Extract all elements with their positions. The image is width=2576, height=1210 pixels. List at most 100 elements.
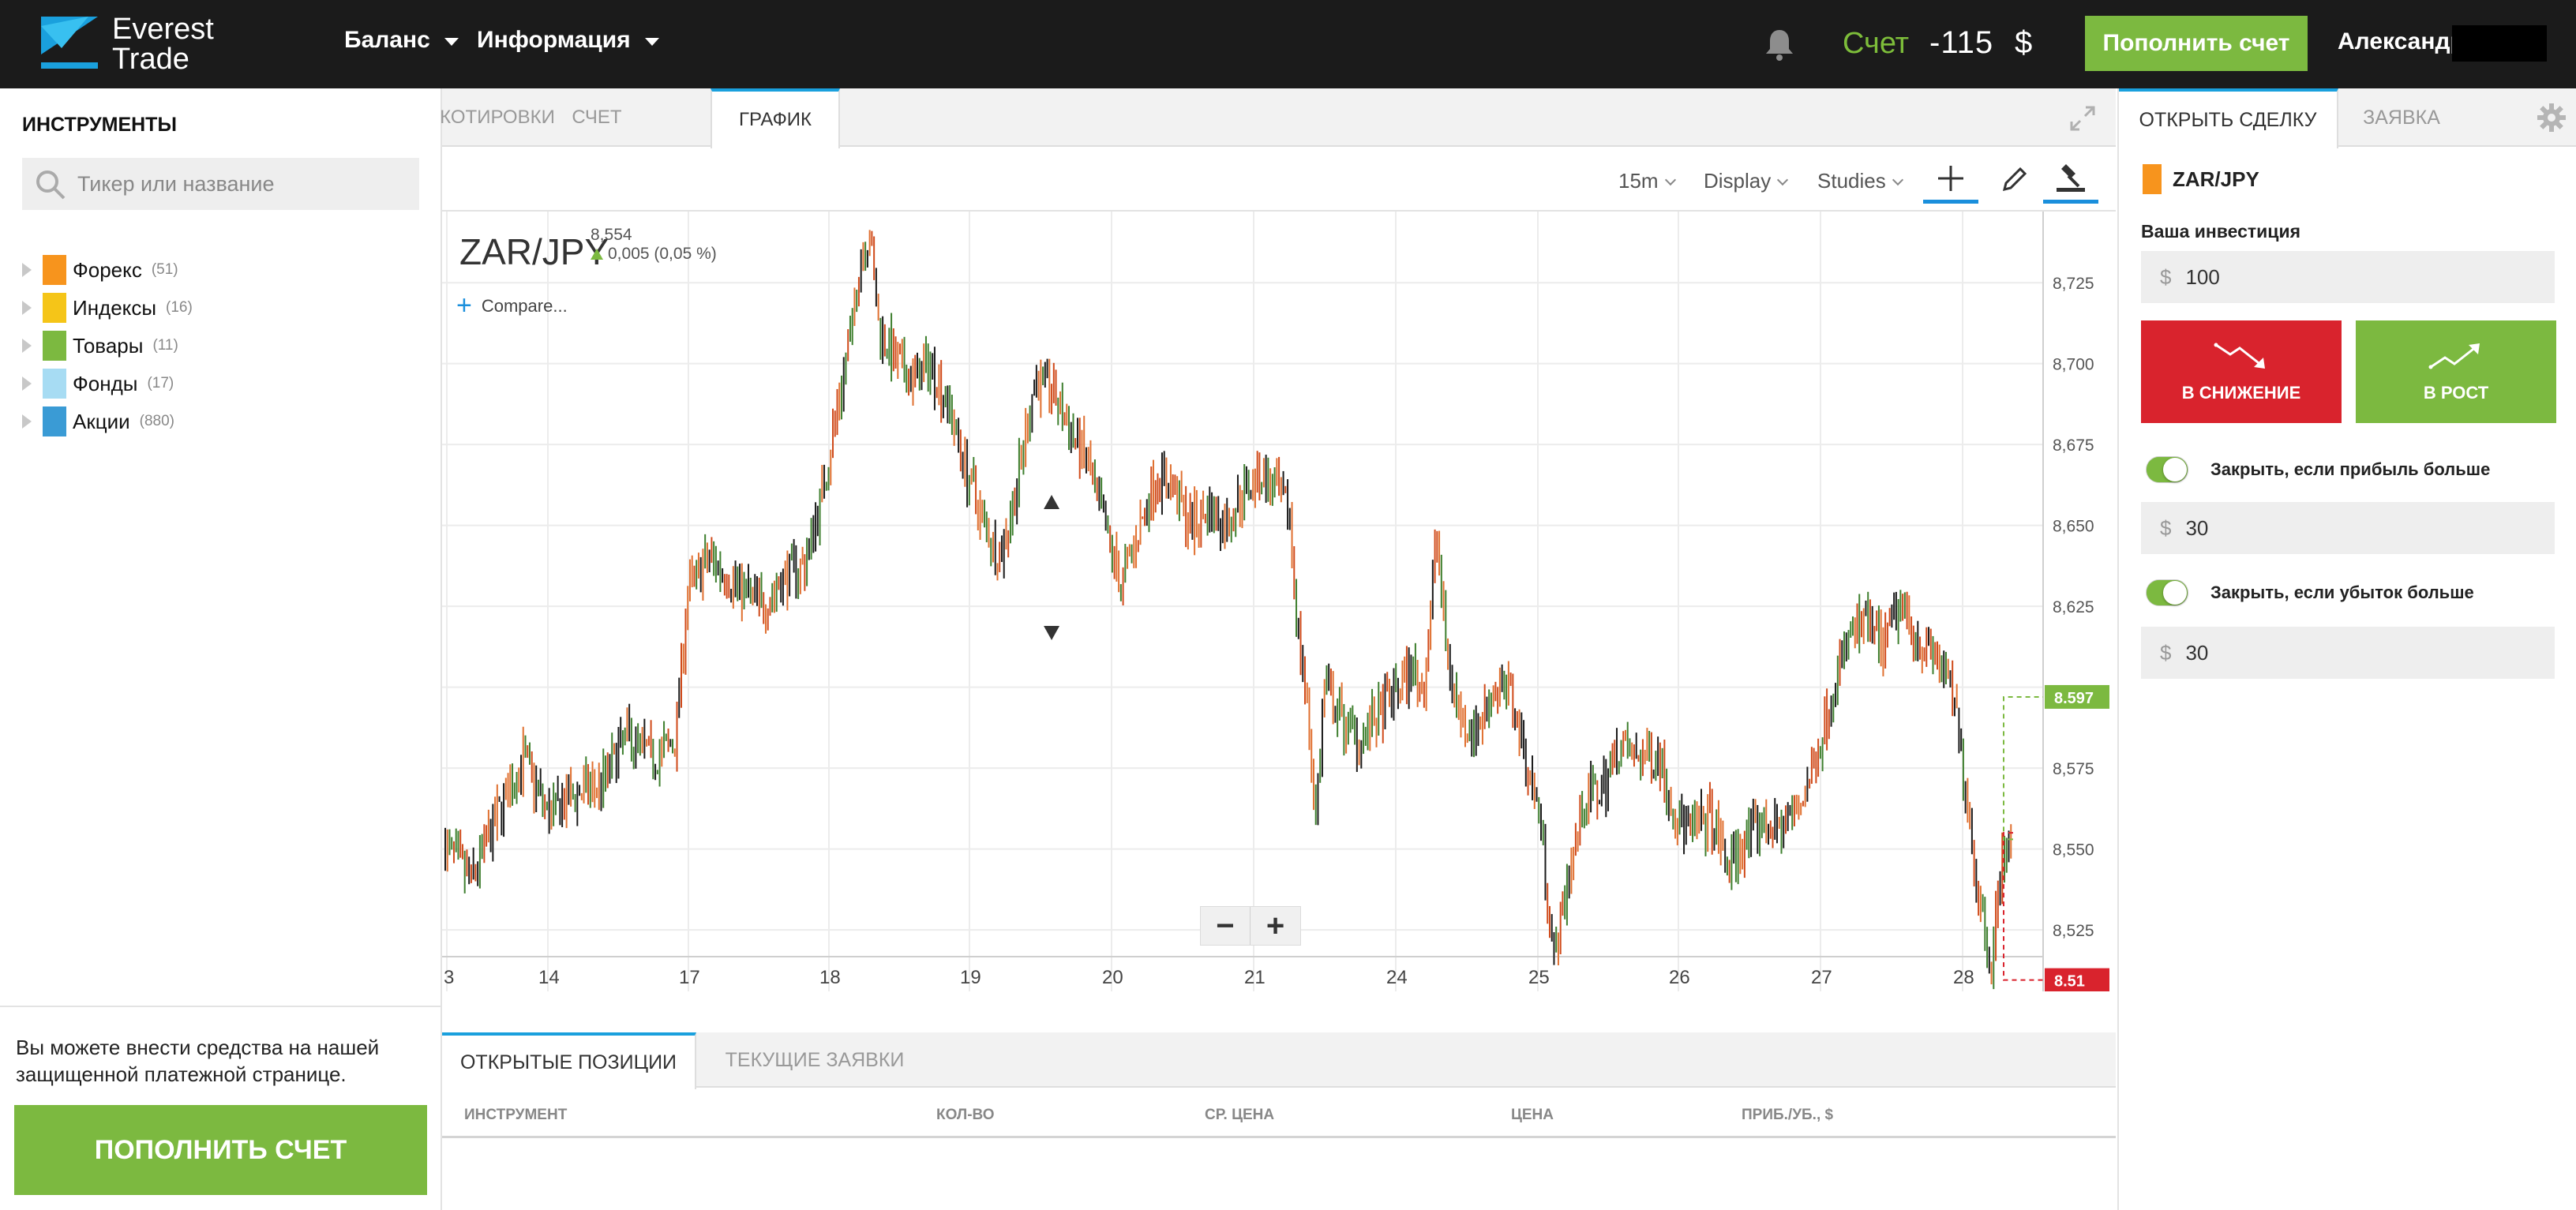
- instrument-group-count: (880): [139, 413, 175, 429]
- stop-loss-row: Закрыть, если убыток больше: [2146, 579, 2474, 606]
- x-tick-label: 25: [1528, 967, 1550, 988]
- take-profit-row: Закрыть, если прибыль больше: [2146, 456, 2490, 483]
- sell-button[interactable]: В СНИЖЕНИЕ: [2141, 320, 2342, 423]
- expand-arrow-icon[interactable]: [22, 414, 32, 429]
- expand-arrow-icon[interactable]: [22, 376, 32, 391]
- expand-icon[interactable]: [2068, 104, 2097, 133]
- currency-symbol: $: [2160, 640, 2172, 665]
- instrument-group[interactable]: Товары (11): [22, 330, 178, 362]
- stop-loss-value: 30: [2185, 640, 2209, 665]
- buy-marker-icon: [1044, 494, 1060, 509]
- trade-tool[interactable]: [2043, 156, 2098, 204]
- logo[interactable]: Everest Trade: [41, 14, 214, 74]
- chart-change-value: 0,005 (0,05 %): [608, 245, 717, 263]
- y-tick-label: 8,650: [2053, 518, 2094, 536]
- studies-label: Studies: [1817, 169, 1886, 193]
- interval-label: 15m: [1618, 169, 1659, 193]
- main-center: КОТИРОВКИ СЧЕТ ГРАФИК 15m Display Studie…: [440, 88, 2116, 1210]
- interval-select[interactable]: 15m: [1618, 169, 1676, 193]
- deposit-button[interactable]: ПОПОЛНИТЬ СЧЕТ: [14, 1105, 427, 1195]
- y-tick-label: 8,700: [2053, 356, 2094, 374]
- investment-value: 100: [2185, 264, 2220, 289]
- take-profit-field[interactable]: $ 30: [2141, 502, 2555, 554]
- logo-line-1: Everest: [112, 13, 214, 46]
- trade-symbol: ZAR/JPY: [2143, 164, 2259, 194]
- stop-loss-toggle[interactable]: [2146, 579, 2188, 606]
- investment-field[interactable]: $ 100: [2141, 251, 2555, 303]
- chart-canvas[interactable]: 8,725 8,700 8,675 8,650 8,625 8,575 8,550 8,525…: [442, 212, 2116, 991]
- price-chart[interactable]: 8,725 8,700 8,675 8,650 8,625 8,575 8,550 8,525…: [442, 212, 2116, 991]
- current-price-label: 8.597: [2054, 690, 2094, 707]
- currency-symbol: $: [2160, 515, 2172, 540]
- x-tick-label: 19: [960, 967, 981, 988]
- gear-icon[interactable]: [2537, 103, 2567, 133]
- search-input[interactable]: Тикер или название: [22, 158, 419, 210]
- trade-panel: ОТКРЫТЬ СДЕЛКУ ЗАЯВКА ZAR/JPY: [2117, 88, 2576, 1210]
- logo-text: Everest Trade: [112, 14, 214, 74]
- current-price-badge: [2045, 684, 2109, 709]
- chevron-down-icon: [1664, 174, 1676, 185]
- tab-chart[interactable]: ГРАФИК: [711, 88, 840, 148]
- expand-arrow-icon[interactable]: [22, 301, 32, 315]
- trend-down-icon: [2214, 343, 2265, 369]
- instrument-group-name: Фонды: [73, 371, 138, 395]
- nav-info-label: Информация: [477, 27, 631, 53]
- expand-arrow-icon[interactable]: [22, 263, 32, 277]
- positions-table-header: ИНСТРУМЕНТ КОЛ-ВО СР. ЦЕНА ЦЕНА ПРИБ./УБ…: [442, 1088, 2116, 1138]
- stop-loss-field[interactable]: $ 30: [2141, 627, 2555, 679]
- display-label: Display: [1704, 169, 1772, 193]
- draw-tool[interactable]: [1986, 156, 2042, 204]
- trend-up-icon: [2428, 343, 2480, 369]
- instrument-group[interactable]: Индексы (16): [22, 292, 193, 324]
- zoom-out-button[interactable]: −: [1201, 907, 1251, 945]
- gavel-icon: [2057, 163, 2085, 192]
- instruments-sidebar: ИНСТРУМЕНТЫ Тикер или название Форекс (51…: [0, 88, 442, 1210]
- instrument-group-count: (16): [166, 299, 193, 316]
- instrument-group[interactable]: Акции (880): [22, 406, 174, 437]
- deposit-note: Вы можете внести средства на нашей защищ…: [16, 1036, 380, 1086]
- stop-loss-label: Закрыть, если убыток больше: [2210, 583, 2474, 602]
- search-icon: [35, 169, 66, 200]
- chart-toolbar: 15m Display Studies: [442, 148, 2116, 212]
- category-color-swatch: [43, 331, 66, 361]
- bell-icon[interactable]: [1762, 27, 1797, 62]
- pencil-icon: [2002, 167, 2027, 192]
- nav-balance[interactable]: Баланс: [344, 27, 459, 54]
- user-name[interactable]: Александр: [2338, 28, 2465, 54]
- take-profit-value: 30: [2185, 515, 2209, 540]
- category-color-swatch: [43, 369, 66, 399]
- tab-open-trade[interactable]: ОТКРЫТЬ СДЕЛКУ: [2119, 88, 2338, 148]
- nav-info[interactable]: Информация: [477, 27, 659, 54]
- instrument-group[interactable]: Форекс (51): [22, 254, 178, 286]
- take-profit-toggle[interactable]: [2146, 456, 2188, 483]
- compare-label: Compare...: [481, 295, 568, 316]
- chevron-down-icon: [1777, 174, 1789, 185]
- buy-button[interactable]: В РОСТ: [2356, 320, 2556, 423]
- tab-quotes[interactable]: КОТИРОВКИ: [440, 107, 555, 128]
- tab-pending-orders[interactable]: ТЕКУЩИЕ ЗАЯВКИ: [725, 1048, 905, 1071]
- expand-arrow-icon[interactable]: [22, 339, 32, 353]
- instrument-group-name: Форекс: [73, 257, 142, 282]
- compare-button[interactable]: + Compare...: [456, 290, 568, 321]
- studies-menu[interactable]: Studies: [1817, 169, 1903, 193]
- positions-tabs: ОТКРЫТЫЕ ПОЗИЦИИ ТЕКУЩИЕ ЗАЯВКИ: [442, 1032, 2116, 1089]
- tab-account[interactable]: СЧЕТ: [572, 107, 622, 128]
- instrument-group[interactable]: Фонды (17): [22, 368, 174, 399]
- crosshair-tool[interactable]: [1923, 156, 1978, 204]
- zoom-in-button[interactable]: +: [1266, 908, 1285, 943]
- nav-balance-label: Баланс: [344, 27, 430, 53]
- category-color-swatch: [43, 293, 66, 323]
- tab-open-positions[interactable]: ОТКРЫТЫЕ ПОЗИЦИИ: [442, 1032, 696, 1089]
- topup-button[interactable]: Пополнить счет: [2085, 16, 2308, 71]
- col-avg-price: СР. ЦЕНА: [1205, 1107, 1275, 1123]
- display-menu[interactable]: Display: [1704, 169, 1789, 193]
- forex-color-swatch: [2143, 164, 2162, 194]
- crosshair-icon: [1938, 165, 1963, 191]
- chart-change: 0,005 (0,05 %): [591, 245, 717, 264]
- x-tick-label: 27: [1811, 967, 1832, 988]
- top-bar: Everest Trade Баланс Информация Счет -11…: [0, 0, 2576, 88]
- tab-order[interactable]: ЗАЯВКА: [2363, 106, 2440, 129]
- col-instrument: ИНСТРУМЕНТ: [464, 1107, 568, 1123]
- chart-symbol: ZAR/JPY: [459, 231, 609, 272]
- x-tick-label: 20: [1102, 967, 1123, 988]
